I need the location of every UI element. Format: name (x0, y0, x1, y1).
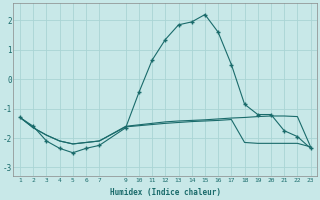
X-axis label: Humidex (Indice chaleur): Humidex (Indice chaleur) (110, 188, 221, 197)
